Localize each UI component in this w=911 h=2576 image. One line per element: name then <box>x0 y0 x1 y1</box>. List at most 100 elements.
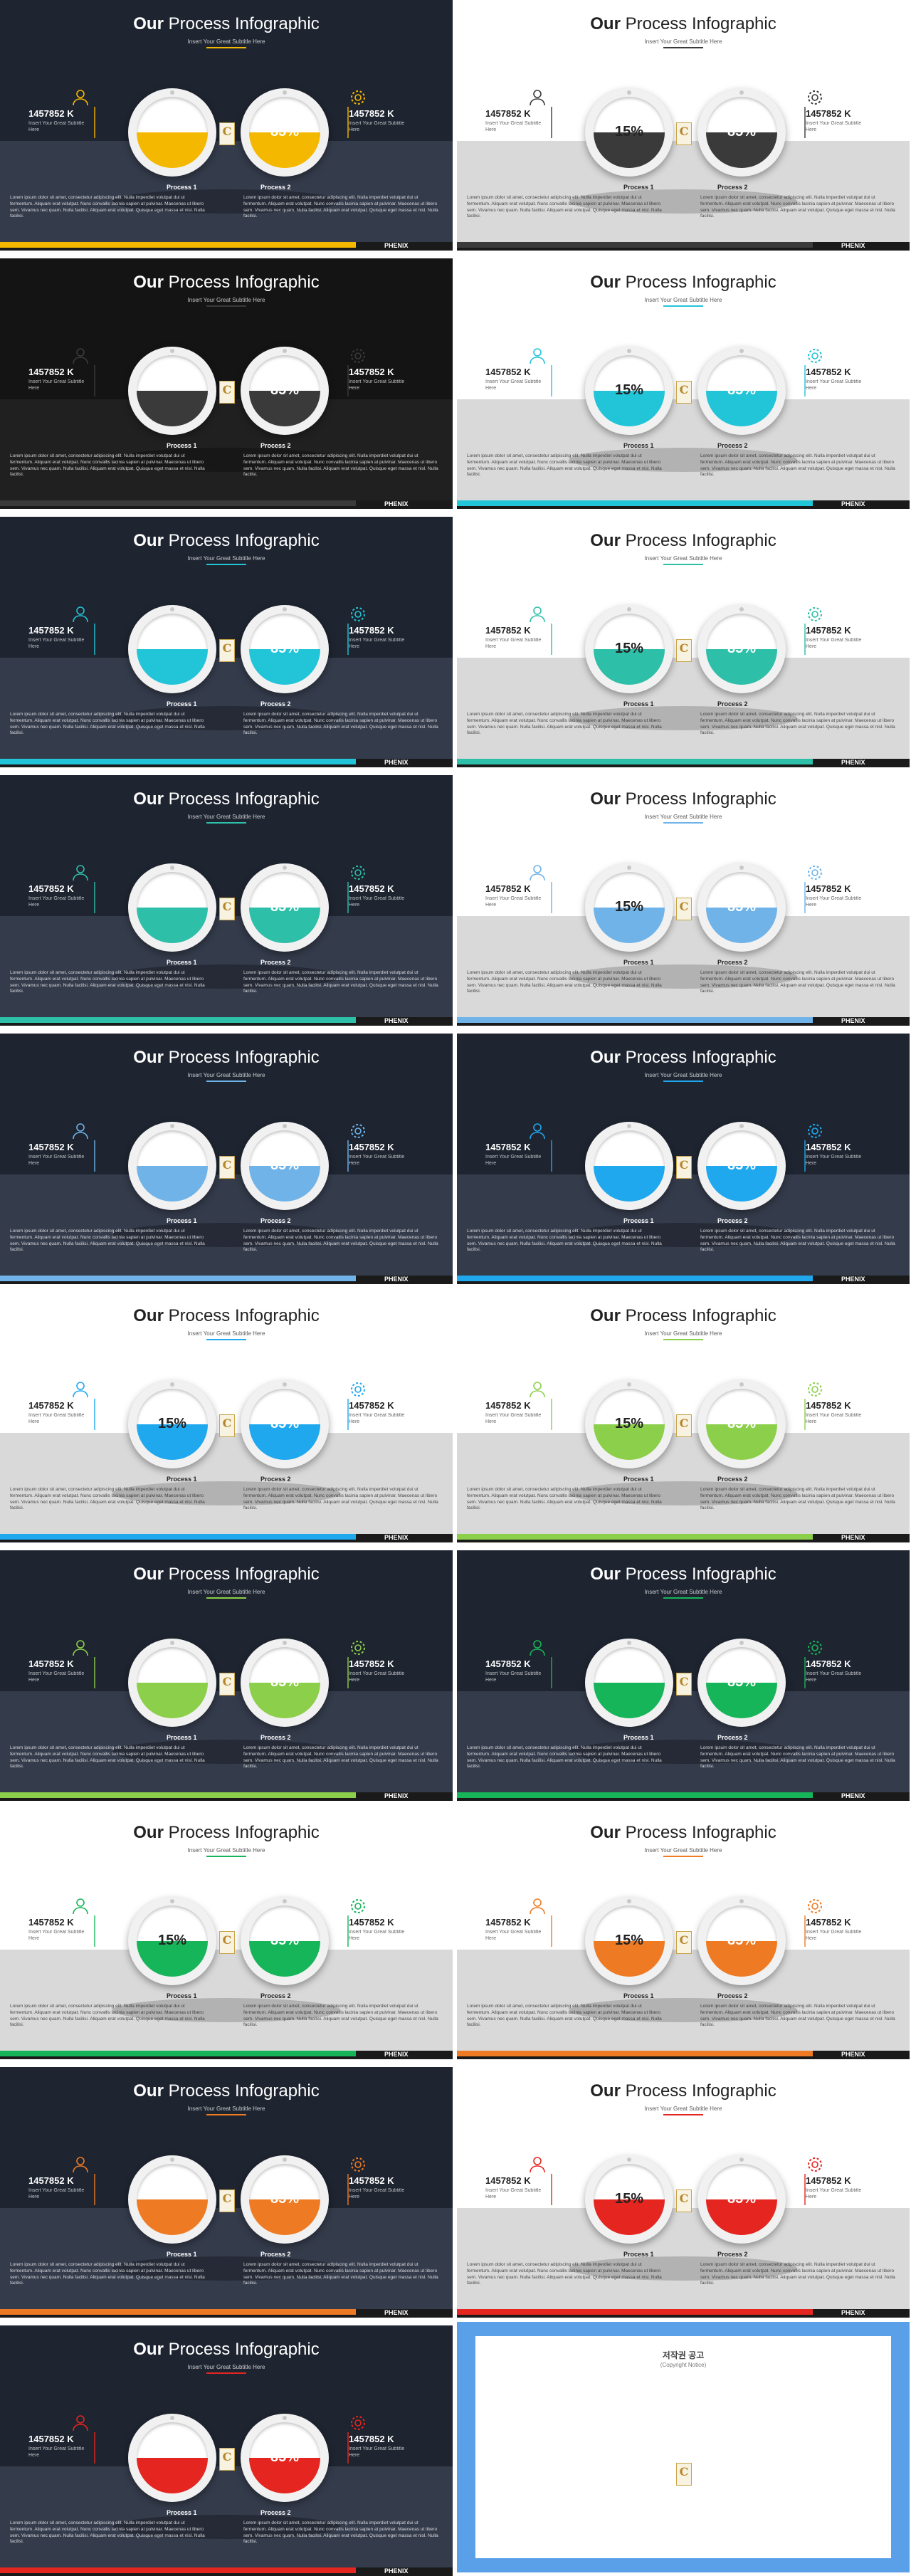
process-1-label: Process 1 <box>623 442 654 449</box>
circle-shadow <box>569 964 797 989</box>
process-1-label: Process 1 <box>167 2251 197 2258</box>
stat-subtitle: Insert Your Great Subtitle Here <box>349 1413 405 1424</box>
process-1-text: Lorem ipsum dolor sit amet, consectetur … <box>10 453 205 478</box>
stat-subtitle: Insert Your Great Subtitle Here <box>806 1930 862 1941</box>
stat-subtitle: Insert Your Great Subtitle Here <box>485 1930 542 1941</box>
process-slide: Our Process Infographic Insert Your Great… <box>0 1034 453 1284</box>
process-1-text: Lorem ipsum dolor sit amet, consectetur … <box>467 712 662 736</box>
gauge-fill <box>706 649 777 685</box>
gauge-fill <box>137 1166 208 1202</box>
process-circle-2: 85% <box>697 605 786 693</box>
stat-subtitle: Insert Your Great Subtitle Here <box>485 379 542 391</box>
title-rest: Process Infographic <box>163 789 320 809</box>
gauge-fill <box>137 391 208 426</box>
title-bold: Our <box>133 1306 164 1325</box>
process-circle-1: 15% <box>128 1897 216 1985</box>
gauge-fill <box>706 908 777 943</box>
circle-shadow <box>112 1481 340 1505</box>
process-2-text: Lorem ipsum dolor sit amet, consectetur … <box>700 970 895 994</box>
process-1-text: Lorem ipsum dolor sit amet, consectetur … <box>467 1745 662 1770</box>
divider <box>94 882 95 913</box>
indicator-dot <box>283 90 287 95</box>
process-2-text: Lorem ipsum dolor sit amet, consectetur … <box>243 1487 438 1511</box>
circle-shadow <box>112 189 340 214</box>
logo-icon: C <box>676 1931 692 1954</box>
process-2-label: Process 2 <box>260 1217 291 1224</box>
stat-subtitle: Insert Your Great Subtitle Here <box>349 379 405 391</box>
process-2-text: Lorem ipsum dolor sit amet, consectetur … <box>243 453 438 478</box>
stat-value: 1457852 K <box>349 1917 394 1928</box>
stat-subtitle: Insert Your Great Subtitle Here <box>28 379 85 391</box>
indicator-dot <box>170 1124 174 1128</box>
stat-value: 1457852 K <box>485 625 531 636</box>
title-bold: Our <box>133 531 164 550</box>
circle-shadow <box>112 1998 340 2022</box>
logo-letter: C <box>679 1675 689 1688</box>
gauge-fill <box>137 2199 208 2235</box>
stat-left: 1457852 K Insert Your Great Subtitle Here <box>485 883 551 909</box>
stat-subtitle: Insert Your Great Subtitle Here <box>28 896 85 908</box>
indicator-dot <box>739 1382 744 1387</box>
title-bold: Our <box>133 14 164 33</box>
stat-value: 1457852 K <box>485 883 531 894</box>
stat-value: 1457852 K <box>349 625 394 636</box>
indicator-dot <box>627 866 631 870</box>
indicator-dot <box>739 1124 744 1128</box>
title-underline <box>663 1081 703 1082</box>
slide-band <box>457 399 910 509</box>
gear-icon <box>351 1899 365 1913</box>
divider <box>804 1915 806 1947</box>
stat-right: 1457852 K Insert Your Great Subtitle Here <box>349 1400 414 1426</box>
stat-subtitle: Insert Your Great Subtitle Here <box>806 121 862 132</box>
footer-accent <box>0 242 356 248</box>
stat-subtitle: Insert Your Great Subtitle Here <box>349 638 405 649</box>
stat-value: 1457852 K <box>349 108 394 119</box>
user-icon <box>530 2157 545 2173</box>
gauge-fill <box>706 1166 777 1202</box>
divider <box>551 107 552 138</box>
slide-subtitle: Insert Your Great Subtitle Here <box>644 297 722 303</box>
logo-icon: C <box>219 898 235 920</box>
process-1-text: Lorem ipsum dolor sit amet, consectetur … <box>10 2004 205 2028</box>
brand-name: PHENIX <box>384 1792 409 1799</box>
slide-band <box>457 1950 910 2059</box>
stat-subtitle: Insert Your Great Subtitle Here <box>485 121 542 132</box>
stat-right: 1457852 K Insert Your Great Subtitle Here <box>806 625 871 651</box>
stat-subtitle: Insert Your Great Subtitle Here <box>28 1930 85 1941</box>
gear-icon <box>351 1641 365 1655</box>
stat-subtitle: Insert Your Great Subtitle Here <box>28 638 85 649</box>
stat-subtitle: Insert Your Great Subtitle Here <box>485 1155 542 1166</box>
stat-left: 1457852 K Insert Your Great Subtitle Here <box>485 625 551 651</box>
slide-subtitle: Insert Your Great Subtitle Here <box>644 1847 722 1854</box>
gauge-1 <box>137 2422 208 2493</box>
gauge-2: 85% <box>706 872 777 943</box>
gauge-fill <box>249 1941 320 1977</box>
divider <box>551 1140 552 1172</box>
title-rest: Process Infographic <box>163 531 320 550</box>
process-slide: Our Process Infographic Insert Your Great… <box>0 1550 453 1801</box>
logo-icon: C <box>219 381 235 404</box>
gauge-2: 85% <box>249 97 320 168</box>
brand-name: PHENIX <box>384 759 409 766</box>
stat-subtitle: Insert Your Great Subtitle Here <box>485 896 542 908</box>
divider <box>94 2432 95 2464</box>
slide-band <box>0 2208 453 2318</box>
process-2-text: Lorem ipsum dolor sit amet, consectetur … <box>700 1745 895 1770</box>
logo-letter: C <box>679 125 689 138</box>
gauge-1-percent: 15% <box>614 124 644 140</box>
process-circle-1 <box>128 863 216 952</box>
process-1-text: Lorem ipsum dolor sit amet, consectetur … <box>10 1487 205 1511</box>
indicator-dot <box>627 2157 631 2162</box>
title-rest: Process Infographic <box>620 273 776 292</box>
gauge-2: 85% <box>706 1905 777 1977</box>
footer-accent <box>457 759 813 764</box>
divider <box>94 1399 95 1430</box>
logo-icon: C <box>219 1931 235 1954</box>
gauge-2: 85% <box>706 2164 777 2235</box>
circle-shadow <box>569 448 797 472</box>
gear-icon <box>808 1899 822 1913</box>
indicator-dot <box>627 90 631 95</box>
process-2-label: Process 2 <box>717 700 748 708</box>
process-circle-1: 15% <box>585 1897 673 1985</box>
brand-name: PHENIX <box>384 1276 409 1283</box>
